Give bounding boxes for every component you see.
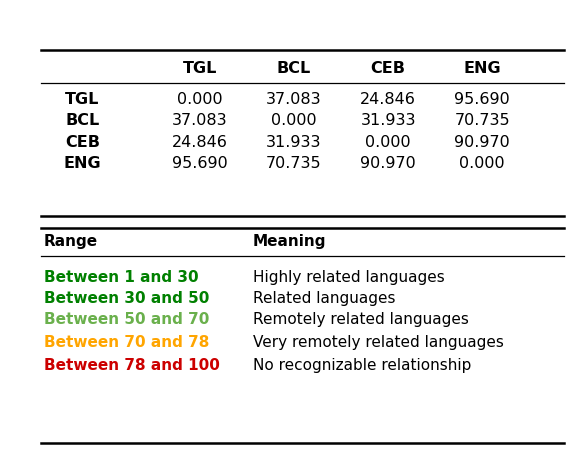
Text: CEB: CEB	[65, 135, 100, 150]
Text: No recognizable relationship: No recognizable relationship	[253, 358, 471, 374]
Text: Highly related languages: Highly related languages	[253, 270, 445, 285]
Text: 0.000: 0.000	[271, 113, 317, 128]
Text: 95.690: 95.690	[172, 156, 228, 171]
Text: 70.735: 70.735	[455, 113, 510, 128]
Text: 37.083: 37.083	[266, 92, 322, 107]
Text: Related languages: Related languages	[253, 291, 395, 306]
Text: TGL: TGL	[65, 92, 99, 107]
Text: CEB: CEB	[370, 61, 406, 76]
Text: Between 78 and 100: Between 78 and 100	[44, 358, 220, 374]
Text: BCL: BCL	[65, 113, 99, 128]
Text: Between 1 and 30: Between 1 and 30	[44, 270, 199, 285]
Text: 90.970: 90.970	[455, 135, 510, 150]
Text: Between 50 and 70: Between 50 and 70	[44, 312, 209, 328]
Text: Meaning: Meaning	[253, 234, 326, 249]
Text: 31.933: 31.933	[266, 135, 322, 150]
Text: BCL: BCL	[277, 61, 311, 76]
Text: 95.690: 95.690	[455, 92, 510, 107]
Text: 24.846: 24.846	[360, 92, 416, 107]
Text: Range: Range	[44, 234, 98, 249]
Text: 37.083: 37.083	[172, 113, 228, 128]
Text: Between 70 and 78: Between 70 and 78	[44, 335, 209, 350]
Text: TGL: TGL	[183, 61, 217, 76]
Text: 0.000: 0.000	[177, 92, 223, 107]
Text: 0.000: 0.000	[459, 156, 505, 171]
Text: 90.970: 90.970	[360, 156, 416, 171]
Text: ENG: ENG	[64, 156, 101, 171]
Text: 0.000: 0.000	[365, 135, 411, 150]
Text: 24.846: 24.846	[172, 135, 228, 150]
Text: 70.735: 70.735	[266, 156, 322, 171]
Text: ENG: ENG	[463, 61, 501, 76]
Text: 31.933: 31.933	[360, 113, 416, 128]
Text: Between 30 and 50: Between 30 and 50	[44, 291, 209, 306]
Text: Very remotely related languages: Very remotely related languages	[253, 335, 504, 350]
Text: Remotely related languages: Remotely related languages	[253, 312, 469, 328]
